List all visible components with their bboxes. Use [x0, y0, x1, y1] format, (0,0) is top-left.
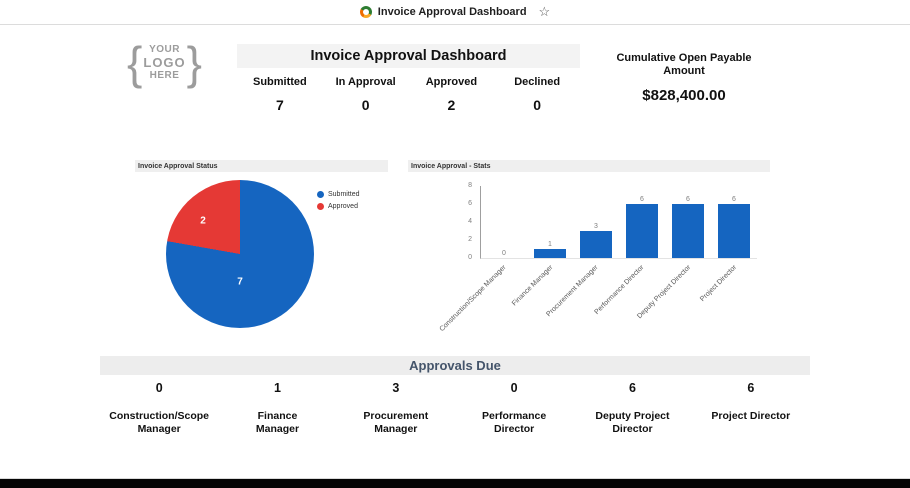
- bar-slot-performance-director: 6: [619, 186, 665, 258]
- due-value-deputy-project-director: 6: [629, 381, 636, 395]
- due-label-finance-manager: Finance Manager: [255, 410, 300, 436]
- legend-item-submitted: Submitted: [317, 191, 360, 198]
- bar-slot-procurement-manager: 3: [573, 186, 619, 258]
- due-finance-manager: 1 Finance Manager: [218, 381, 336, 436]
- due-label-performance-director: Performance Director: [482, 410, 547, 436]
- logo-line-2: LOGO: [143, 54, 186, 70]
- due-project-director: 6 Project Director: [692, 381, 810, 436]
- pie-chart-title: Invoice Approval Status: [135, 160, 388, 172]
- bar-chart-plot: 0 1 3 6 6 6: [480, 186, 757, 259]
- due-value-procurement-manager: 3: [392, 381, 400, 395]
- legend-label-approved: Approved: [328, 203, 358, 210]
- y-tick-4: 4: [468, 218, 472, 225]
- browser-topbar: Invoice Approval Dashboard ☆: [0, 0, 910, 25]
- x-label-project-director: Project Director: [698, 264, 738, 304]
- due-label-construction-scope-manager: Construction/Scope Manager: [109, 410, 210, 436]
- pie-chart: 7 2: [166, 180, 314, 328]
- logo-text: YOUR LOGO HERE: [143, 44, 185, 82]
- bookmark-star-icon[interactable]: ☆: [538, 4, 551, 19]
- logo-close-brace: }: [186, 37, 203, 89]
- due-label-deputy-project-director: Deputy Project Director: [595, 410, 670, 436]
- kpi-approved: Approved 2: [409, 76, 495, 113]
- legend-dot-submitted-icon: [317, 191, 324, 198]
- page-title: Invoice Approval Dashboard: [237, 44, 580, 68]
- bar-slot-project-director: 6: [711, 186, 757, 258]
- y-tick-2: 2: [468, 236, 472, 243]
- bar-deputy-project-director: [672, 204, 704, 258]
- bar-value-performance-director: 6: [640, 196, 644, 203]
- bar-chart-y-axis: 8 6 4 2 0: [448, 182, 476, 266]
- bar-value-construction-scope-manager: 0: [502, 250, 506, 257]
- cumulative-value: $828,400.00: [642, 87, 726, 105]
- kpi-in-approval-label: In Approval: [335, 76, 396, 88]
- pie-value-approved: 2: [200, 215, 206, 227]
- kpi-submitted-value: 7: [275, 97, 284, 113]
- legend-dot-approved-icon: [317, 203, 324, 210]
- approvals-due-title: Approvals Due: [100, 356, 810, 375]
- kpi-in-approval-value: 0: [361, 97, 370, 113]
- kpi-row: Submitted 7 In Approval 0 Approved 2 Dec…: [237, 76, 580, 113]
- bar-procurement-manager: [580, 231, 612, 258]
- due-deputy-project-director: 6 Deputy Project Director: [573, 381, 691, 436]
- due-value-construction-scope-manager: 0: [155, 381, 163, 395]
- kpi-in-approval: In Approval 0: [323, 76, 409, 113]
- pie-legend: Submitted Approved: [317, 191, 360, 215]
- kpi-submitted-label: Submitted: [252, 76, 307, 88]
- y-tick-8: 8: [468, 182, 472, 189]
- y-tick-6: 6: [468, 200, 472, 207]
- pie-value-submitted: 7: [237, 276, 243, 288]
- x-label-construction-scope-manager: Construction/Scope Manager: [438, 264, 508, 334]
- cumulative-open-payable: Cumulative Open Payable Amount $828,400.…: [604, 52, 764, 104]
- cumulative-label: Cumulative Open Payable Amount: [616, 52, 752, 78]
- bar-value-deputy-project-director: 6: [686, 196, 690, 203]
- logo-line-1: YOUR: [149, 44, 180, 56]
- bar-slot-construction-scope-manager: 0: [481, 186, 527, 258]
- x-label-deputy-project-director: Deputy Project Director: [635, 264, 692, 321]
- due-value-performance-director: 0: [510, 381, 518, 395]
- bar-value-project-director: 6: [732, 196, 736, 203]
- bar-performance-director: [626, 204, 658, 258]
- logo-open-brace: {: [127, 37, 143, 89]
- legend-item-approved: Approved: [317, 203, 360, 210]
- kpi-declined-value: 0: [533, 97, 542, 113]
- bottom-divider: [0, 478, 910, 479]
- bar-finance-manager: [534, 249, 566, 258]
- due-label-procurement-manager: Procurement Manager: [363, 410, 429, 436]
- kpi-declined-label: Declined: [514, 76, 561, 88]
- legend-label-submitted: Submitted: [328, 191, 360, 198]
- bar-value-finance-manager: 1: [548, 241, 552, 248]
- kpi-approved-value: 2: [447, 97, 456, 113]
- bar-chart-x-labels: Construction/Scope Manager Finance Manag…: [439, 261, 756, 351]
- kpi-submitted: Submitted 7: [237, 76, 323, 113]
- bar-slot-deputy-project-director: 6: [665, 186, 711, 258]
- due-performance-director: 0 Performance Director: [455, 381, 573, 436]
- app-favicon-icon: [359, 6, 372, 18]
- bar-slot-finance-manager: 1: [527, 186, 573, 258]
- due-value-finance-manager: 1: [274, 381, 281, 395]
- x-label-performance-director: Performance Director: [593, 264, 646, 316]
- x-label-procurement-manager: Procurement Manager: [545, 264, 600, 319]
- kpi-approved-label: Approved: [425, 76, 478, 88]
- bar-project-director: [718, 204, 750, 258]
- bottom-taskbar: [0, 479, 910, 488]
- x-label-finance-manager: Finance Manager: [510, 264, 554, 308]
- bar-value-procurement-manager: 3: [594, 223, 598, 230]
- kpi-declined: Declined 0: [494, 76, 580, 113]
- approvals-due-row: 0 Construction/Scope Manager 1 Finance M…: [100, 381, 810, 436]
- bar-chart-title: Invoice Approval - Stats: [408, 160, 770, 172]
- due-procurement-manager: 3 Procurement Manager: [337, 381, 455, 436]
- logo-placeholder: { YOUR LOGO HERE }: [127, 40, 202, 86]
- due-label-project-director: Project Director: [711, 410, 791, 422]
- due-value-project-director: 6: [747, 381, 755, 395]
- y-tick-0: 0: [468, 254, 472, 261]
- logo-line-3: HERE: [149, 70, 180, 82]
- tab-title: Invoice Approval Dashboard: [377, 6, 527, 18]
- due-construction-scope-manager: 0 Construction/Scope Manager: [100, 381, 218, 436]
